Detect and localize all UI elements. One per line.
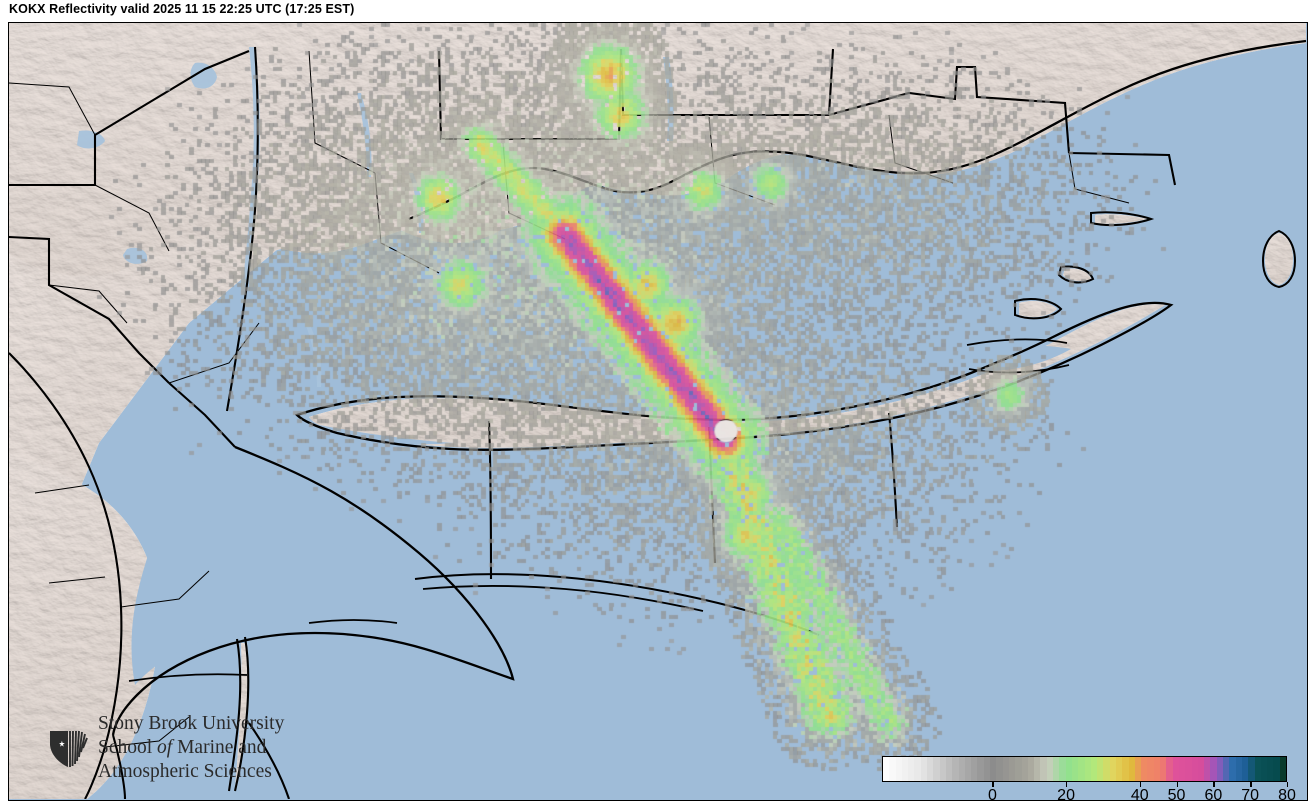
colorbar-segment (1166, 757, 1173, 781)
colorbar-segment (971, 757, 978, 781)
colorbar-segment (1002, 757, 1009, 781)
colorbar-legend[interactable]: 0 20 40 50 60 70 80 (874, 748, 1296, 801)
colorbar-segment (1027, 757, 1035, 781)
colorbar-segment (996, 757, 1003, 781)
colorbar-segment (1141, 757, 1148, 781)
colorbar-segment (1153, 757, 1161, 781)
colorbar-segment (1078, 757, 1085, 781)
colorbar-tick (1066, 782, 1068, 787)
colorbar-segment (1015, 757, 1022, 781)
colorbar-segment (1248, 757, 1255, 781)
colorbar-segment (1279, 757, 1286, 781)
colorbar-tick-label: 60 (1204, 787, 1223, 801)
colorbar-segment (1229, 757, 1236, 781)
colorbar-segment (1235, 757, 1242, 781)
colorbar-tick-label: 20 (1057, 787, 1075, 801)
colorbar-segment (901, 757, 909, 781)
colorbar-segment (1034, 757, 1041, 781)
colorbar-segment (1115, 757, 1123, 781)
colorbar-segment (1071, 757, 1079, 781)
colorbar-tick (1176, 782, 1178, 787)
colorbar-segment (883, 757, 890, 781)
colorbar-tick (1250, 782, 1252, 787)
colorbar-segment (1273, 757, 1280, 781)
colorbar-segment (1216, 757, 1224, 781)
colorbar-ticks: 0 20 40 50 60 70 80 (882, 782, 1296, 801)
colorbar-segment (1172, 757, 1179, 781)
colorbar-segment (1109, 757, 1116, 781)
colorbar-segment (1134, 757, 1142, 781)
colorbar-segment (1090, 757, 1098, 781)
colorbar-tick (1287, 782, 1289, 787)
colorbar-segment (1021, 757, 1028, 781)
colorbar-tick (1139, 782, 1142, 787)
colorbar-segment (983, 757, 991, 781)
colorbar-segment (895, 757, 902, 781)
colorbar-segment (1147, 757, 1154, 781)
colorbar-segment (889, 757, 896, 781)
colorbar-segment (1097, 757, 1104, 781)
map-frame[interactable]: Stony Brook University School of Marine … (8, 22, 1308, 801)
colorbar-tick-label: 40 (1130, 787, 1149, 801)
colorbar-segment (952, 757, 959, 781)
radar-reflectivity-layer (9, 23, 1306, 799)
colorbar-segment (990, 757, 997, 781)
colorbar-segment (1084, 757, 1091, 781)
colorbar-segment (1040, 757, 1047, 781)
colorbar-segment (1210, 757, 1217, 781)
colorbar-segment (1197, 757, 1205, 781)
colorbar-segment (908, 757, 915, 781)
colorbar-segment (1046, 757, 1054, 781)
colorbar-segment (920, 757, 928, 781)
colorbar-segment (939, 757, 946, 781)
colorbar-segment (1122, 757, 1129, 781)
colorbar-segment (933, 757, 940, 781)
colorbar-segment (1260, 757, 1268, 781)
colorbar-tick-label: 80 (1278, 787, 1296, 801)
colorbar-segment (945, 757, 953, 781)
colorbar-tick-label: 0 (988, 787, 997, 801)
colorbar-segment (1128, 757, 1135, 781)
colorbar-segment (964, 757, 972, 781)
colorbar-segment (927, 757, 934, 781)
colorbar-segment (1008, 757, 1016, 781)
colorbar-gradient[interactable] (882, 756, 1287, 782)
colorbar-segment (1191, 757, 1198, 781)
colorbar-tick (992, 782, 994, 787)
colorbar-segment (914, 757, 921, 781)
colorbar-segment (1185, 757, 1192, 781)
colorbar-segment (1204, 757, 1211, 781)
colorbar-segment (1223, 757, 1230, 781)
colorbar-segment (1254, 757, 1261, 781)
colorbar-tick-label: 50 (1167, 787, 1186, 801)
page-title: KOKX Reflectivity valid 2025 11 15 22:25… (9, 2, 355, 16)
colorbar-segment (1103, 757, 1110, 781)
colorbar-segment (1160, 757, 1167, 781)
colorbar-segment (1178, 757, 1186, 781)
colorbar-segment (977, 757, 984, 781)
colorbar-segment (958, 757, 965, 781)
colorbar-segment (1053, 757, 1060, 781)
colorbar-segment (1065, 757, 1072, 781)
colorbar-segment (1059, 757, 1066, 781)
colorbar-segment (1241, 757, 1249, 781)
colorbar-tick-label: 70 (1241, 787, 1260, 801)
colorbar-tick (1213, 782, 1215, 787)
colorbar-segment (1267, 757, 1274, 781)
